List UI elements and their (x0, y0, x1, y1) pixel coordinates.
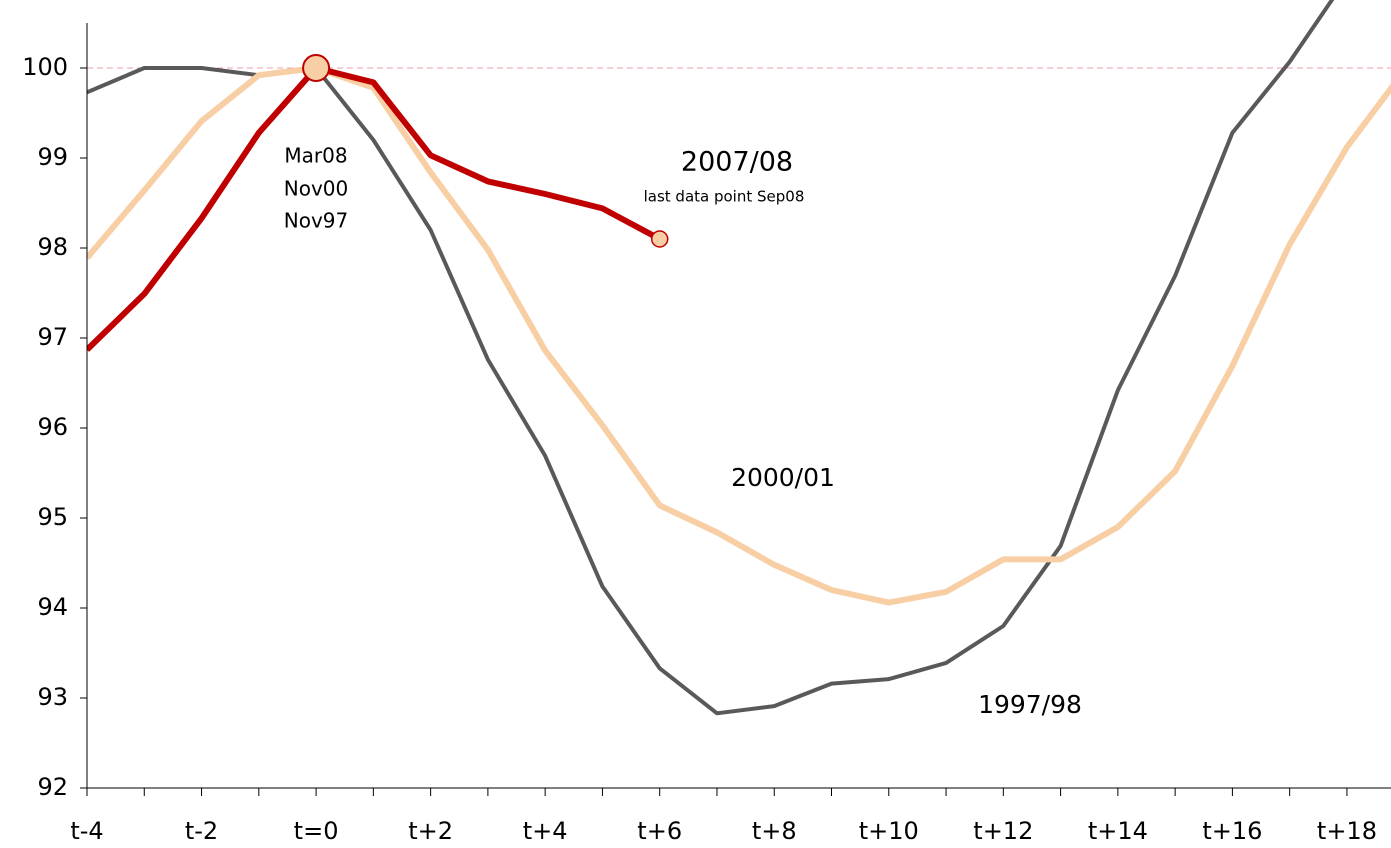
y-tick-label: 98 (37, 233, 68, 261)
x-tick-label: t-2 (185, 817, 218, 845)
y-tick-label: 94 (37, 593, 68, 621)
y-tick-label: 99 (37, 143, 68, 171)
y-tick-label: 95 (37, 503, 68, 531)
x-tick-label: t+8 (752, 817, 797, 845)
y-tick-label: 92 (37, 773, 68, 801)
plot-area (87, 0, 1391, 716)
x-tick-label: t+18 (1317, 817, 1377, 845)
y-tick-label: 96 (37, 413, 68, 441)
annotation: Nov97 (284, 209, 348, 233)
x-tick-label: t+12 (973, 817, 1033, 845)
marker (650, 230, 669, 248)
y-tick-label: 100 (22, 53, 68, 81)
annotation: Nov00 (284, 177, 348, 201)
series-label: 2000/01 (731, 463, 835, 492)
annotation: last data point Sep08 (644, 188, 805, 206)
x-tick-label: t+16 (1202, 817, 1262, 845)
x-tick-label: t+6 (637, 817, 682, 845)
marker (302, 54, 331, 82)
x-tick-label: t=0 (294, 817, 339, 845)
x-tick-label: t+2 (408, 817, 453, 845)
x-tick-label: t+10 (859, 817, 919, 845)
y-tick-label: 97 (37, 323, 68, 351)
x-tick-label: t-4 (70, 817, 103, 845)
series-label: 2007/08 (681, 147, 793, 178)
line-series (87, 65, 662, 352)
annotation: Mar08 (284, 144, 347, 168)
x-tick-label: t+14 (1088, 817, 1148, 845)
y-tick-label: 93 (37, 683, 68, 711)
x-tick-label: t+4 (523, 817, 568, 845)
series-label: 1997/98 (978, 690, 1082, 719)
